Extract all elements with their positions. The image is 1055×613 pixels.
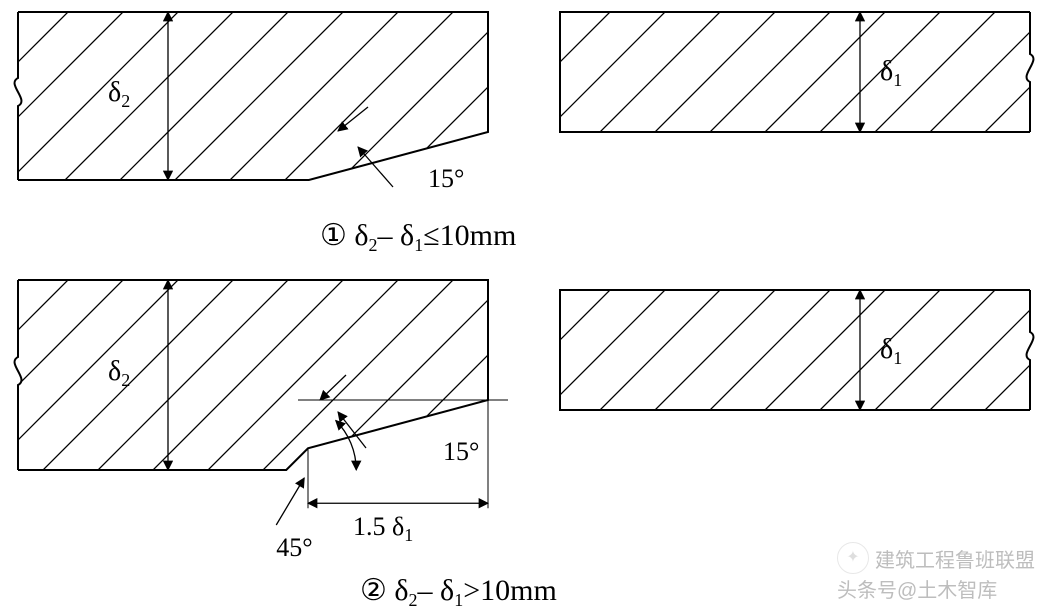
angle-15-f2: 15° xyxy=(298,375,508,466)
engineering-diagram: δ2 δ1 15° ① δ2– δ1≤10mm xyxy=(0,0,1055,613)
label-delta1-f2: δ1 xyxy=(880,334,902,368)
label-delta2-f2: δ2 xyxy=(108,356,130,390)
label-1p5delta1: 1.5 δ1 xyxy=(353,512,413,545)
dim-delta2-f1: δ2 xyxy=(108,12,168,180)
watermark: ✦建筑工程鲁班联盟 头条号@土木智库 xyxy=(837,542,1035,603)
watermark-line1: 建筑工程鲁班联盟 xyxy=(875,544,1035,573)
label-delta2-f1: δ2 xyxy=(108,77,130,111)
svg-text:② δ2– δ1>10mm: ② δ2– δ1>10mm xyxy=(360,574,557,610)
outline-f2-right xyxy=(560,290,1033,410)
svg-text:① δ2– δ1≤10mm: ① δ2– δ1≤10mm xyxy=(320,219,516,255)
outline-f1-left xyxy=(15,12,488,180)
figure-1: δ2 δ1 15° ① δ2– δ1≤10mm xyxy=(0,0,1055,255)
outline-f1-right xyxy=(560,12,1033,132)
dim-1p5delta1: 1.5 δ1 xyxy=(308,400,488,545)
caption-f1: ① δ2– δ1≤10mm xyxy=(320,219,516,255)
label-delta1-f1: δ1 xyxy=(880,56,902,90)
angle-15-f1: 15° xyxy=(309,107,498,193)
hatch-f1-left xyxy=(0,0,778,230)
hatch-f1-right xyxy=(385,0,1055,182)
caption-f2: ② δ2– δ1>10mm xyxy=(360,574,557,610)
hatch-f2-right xyxy=(385,240,1055,460)
label-angle-15-f1: 15° xyxy=(428,164,464,193)
label-angle-45-f2: 45° xyxy=(276,533,312,562)
angle-45-f2: 45° xyxy=(276,421,356,562)
outline-f2-left xyxy=(15,280,488,470)
label-angle-15-f2: 15° xyxy=(443,437,479,466)
watermark-line2: 头条号@土木智库 xyxy=(837,574,997,603)
